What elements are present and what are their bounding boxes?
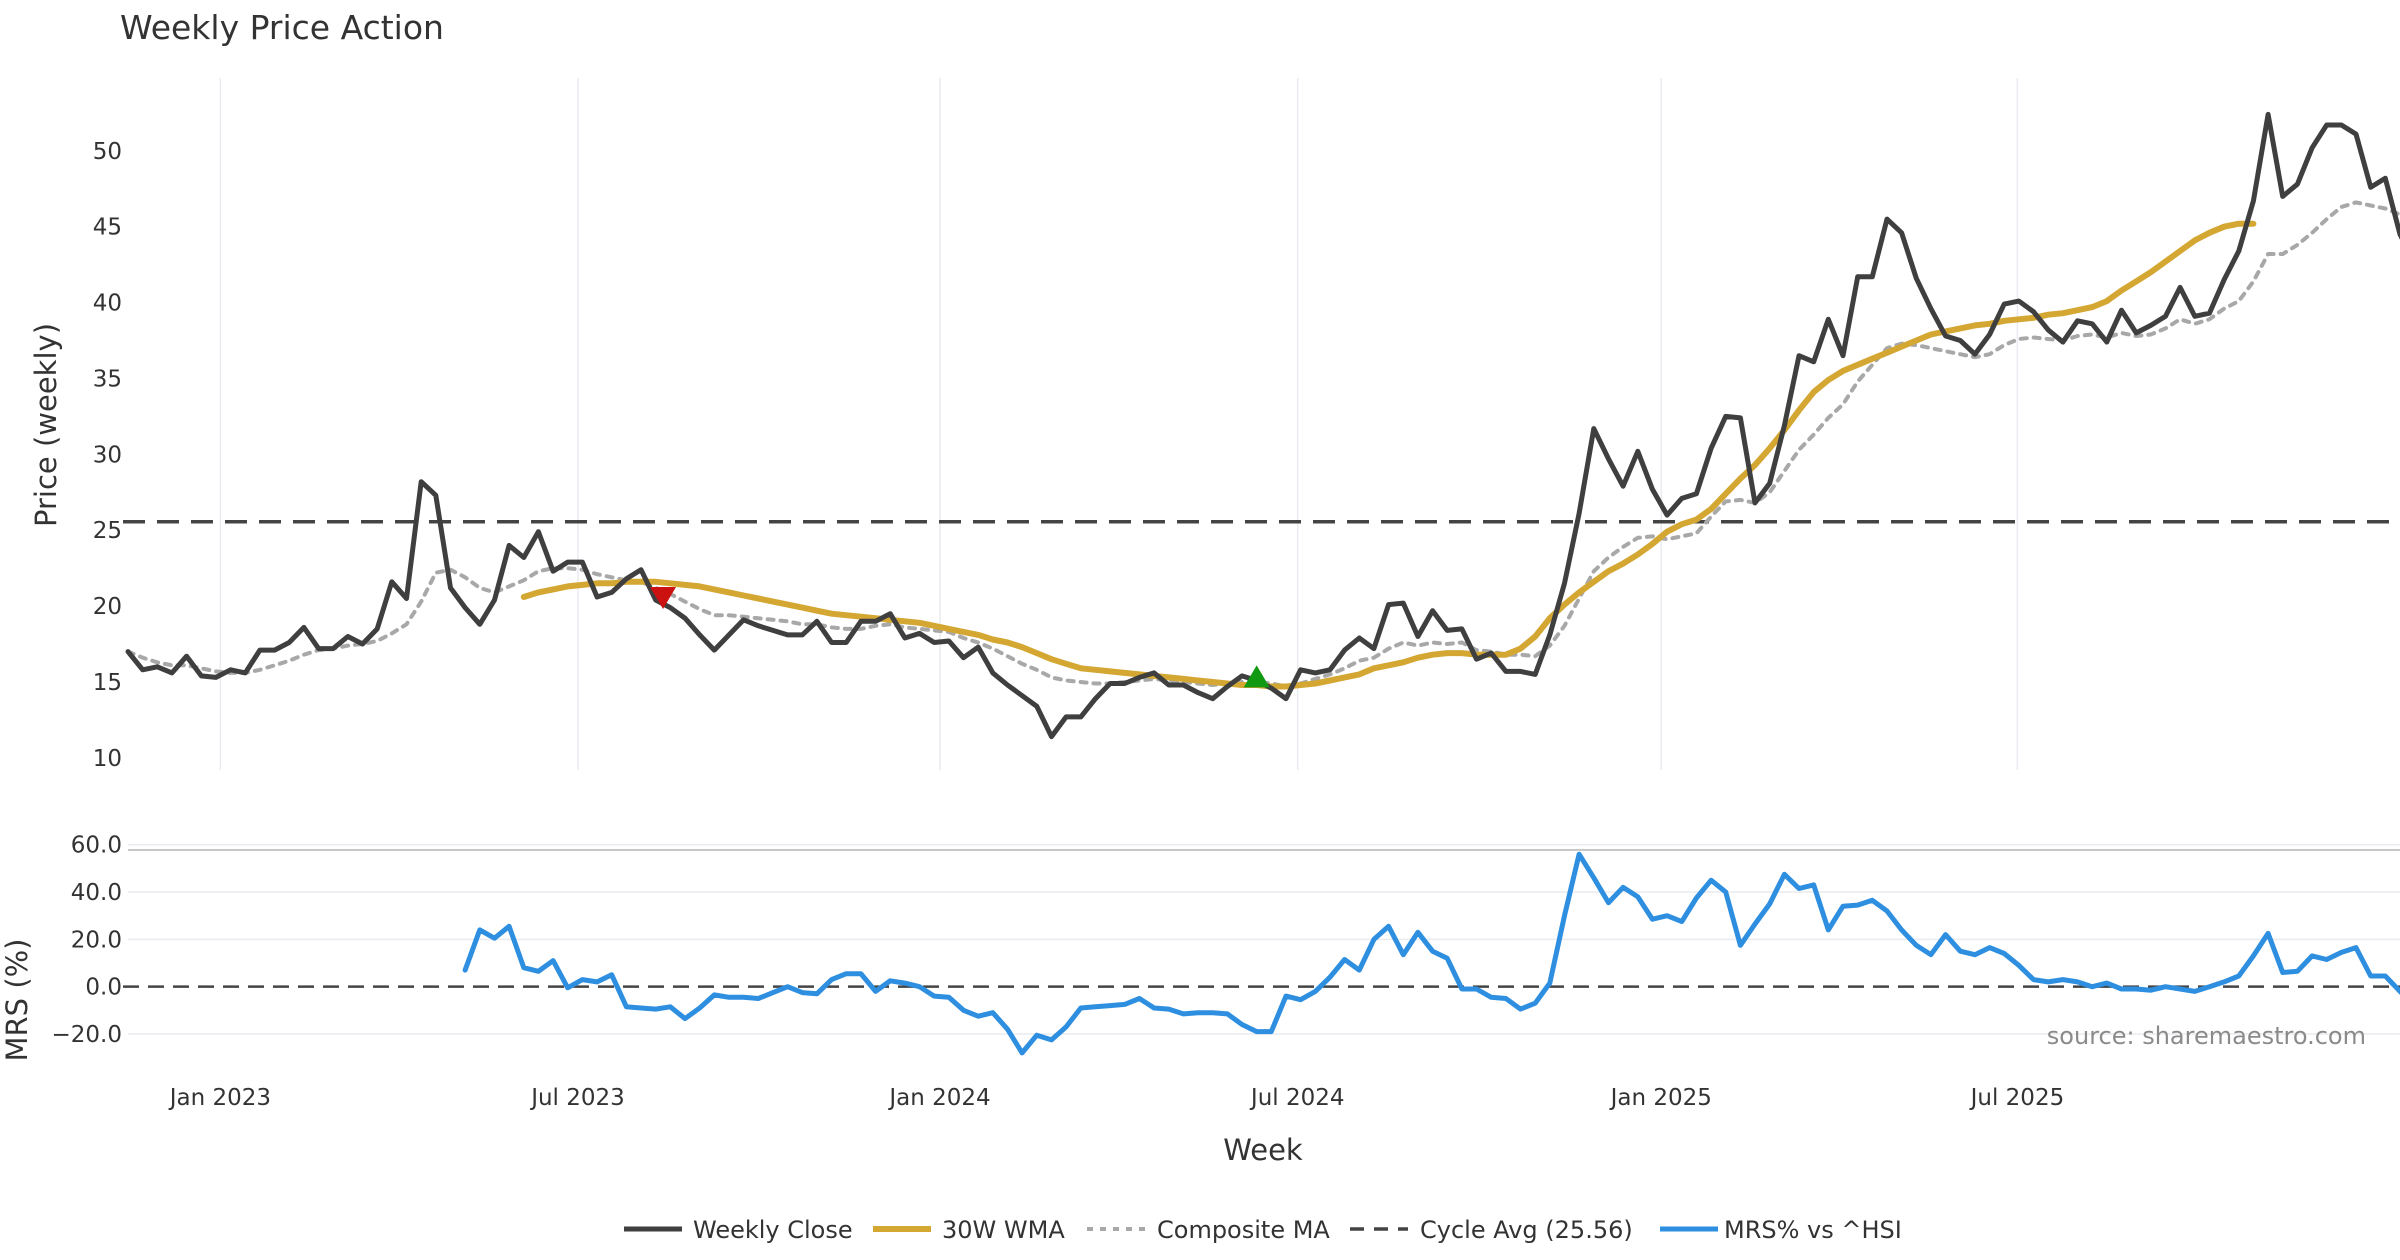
weekly-close-line <box>125 111 2400 740</box>
wma-30w-line <box>520 220 2257 690</box>
price-y-tick-label: 40 <box>93 291 122 317</box>
price-y-ticks: 10 15 20 25 30 35 40 45 50 <box>93 139 122 772</box>
composite-ma-line <box>126 200 2400 689</box>
price-y-tick-label: 50 <box>93 139 122 165</box>
mrs-y-tick-label: 20.0 <box>71 927 122 953</box>
price-y-tick-label: 10 <box>93 746 122 772</box>
legend-item-weekly-close: Weekly Close <box>624 1216 853 1244</box>
price-y-tick-label: 25 <box>93 518 122 544</box>
legend-label-30w-wma: 30W WMA <box>942 1216 1065 1244</box>
price-panel: Weekly Price Action 10 15 20 25 30 35 40 45 50 P… <box>29 8 2400 772</box>
legend-item-mrs: MRS% vs ^HSI <box>1660 1216 1902 1244</box>
mrs-y-axis-label: MRS (%) <box>0 939 34 1062</box>
sell-signal-marker <box>650 587 677 609</box>
x-tick-label: Jan 2023 <box>168 1085 271 1111</box>
x-tick-label: Jan 2025 <box>1609 1085 1712 1111</box>
mrs-y-tick-label: −20.0 <box>52 1022 122 1048</box>
mrs-y-ticks: 60.0 40.0 20.0 0.0 −20.0 <box>52 833 122 1048</box>
x-tick-label: Jul 2024 <box>1249 1085 1345 1111</box>
price-y-tick-label: 15 <box>93 670 122 696</box>
chart-title: Weekly Price Action <box>120 8 444 47</box>
legend-item-composite-ma: Composite MA <box>1087 1216 1330 1244</box>
mrs-panel: 60.0 40.0 20.0 0.0 −20.0 MRS (%) Jan 2023 Jul… <box>0 833 2400 1167</box>
mrs-gridlines <box>128 843 2400 1035</box>
x-ticks: Jan 2023 Jul 2023 Jan 2024 Jul 2024 Jan 2025… <box>168 1085 2065 1111</box>
buy-signal-marker <box>1243 665 1270 688</box>
price-y-axis-label: Price (weekly) <box>29 323 63 527</box>
x-tick-label: Jan 2024 <box>887 1085 990 1111</box>
x-tick-label: Jul 2023 <box>529 1085 625 1111</box>
legend: Weekly Close 30W WMA Composite MA Cycle … <box>624 1216 1902 1244</box>
signal-markers <box>650 587 1270 688</box>
price-y-tick-label: 45 <box>93 215 122 241</box>
legend-label-cycle-avg: Cycle Avg (25.56) <box>1420 1216 1633 1244</box>
mrs-line <box>462 851 2400 1056</box>
legend-label-weekly-close: Weekly Close <box>693 1216 853 1244</box>
legend-item-30w-wma: 30W WMA <box>873 1216 1065 1244</box>
mrs-y-tick-label: 0.0 <box>85 975 122 1001</box>
price-y-tick-label: 20 <box>93 594 122 620</box>
source-note: source: sharemaestro.com <box>2047 1022 2366 1050</box>
x-axis-label: Week <box>1223 1133 1303 1167</box>
x-tick-label: Jul 2025 <box>1969 1085 2065 1111</box>
price-gridlines <box>219 78 2019 770</box>
price-series <box>125 111 2400 740</box>
legend-label-composite-ma: Composite MA <box>1157 1216 1330 1244</box>
mrs-y-tick-label: 60.0 <box>71 833 122 859</box>
legend-item-cycle-avg: Cycle Avg (25.56) <box>1350 1216 1633 1244</box>
mrs-series <box>462 851 2400 1056</box>
price-y-tick-label: 35 <box>93 366 122 392</box>
mrs-y-tick-label: 40.0 <box>71 880 122 906</box>
price-y-tick-label: 30 <box>93 442 122 468</box>
legend-label-mrs: MRS% vs ^HSI <box>1724 1216 1902 1244</box>
